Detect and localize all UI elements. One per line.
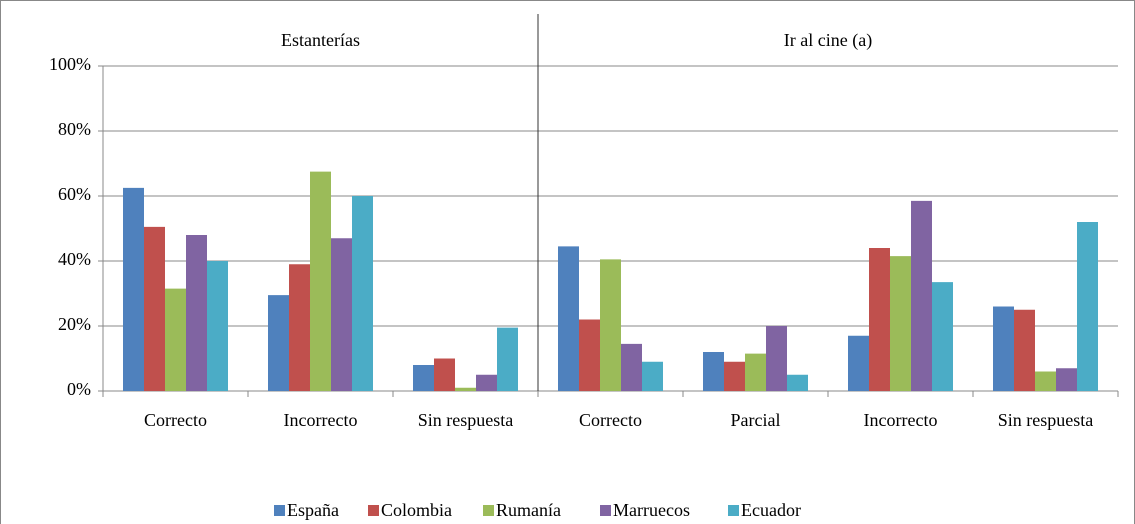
legend-label: Rumanía	[496, 500, 561, 520]
bar	[642, 361, 663, 391]
bar	[1035, 371, 1056, 391]
bar	[310, 171, 331, 391]
legend-label: Ecuador	[741, 500, 801, 520]
bar	[331, 238, 352, 391]
bar	[497, 327, 518, 391]
bar	[621, 343, 642, 391]
bar	[434, 358, 455, 391]
legend-label: España	[287, 500, 339, 520]
bar	[1077, 222, 1098, 391]
bar	[703, 352, 724, 391]
bar	[890, 256, 911, 391]
bar	[848, 335, 869, 391]
bar	[724, 361, 745, 391]
bar	[207, 261, 228, 391]
bar	[352, 196, 373, 391]
bar	[745, 353, 766, 391]
bar	[289, 264, 310, 391]
bar	[787, 374, 808, 391]
y-tick-label: 20%	[58, 314, 91, 334]
legend-swatch	[483, 505, 494, 516]
bar	[869, 248, 890, 391]
y-tick-label: 60%	[58, 184, 91, 204]
bar	[1014, 309, 1035, 391]
bar	[1056, 368, 1077, 391]
x-tick-label: Incorrecto	[864, 410, 938, 430]
bar	[123, 187, 144, 391]
x-tick-label: Sin respuesta	[418, 410, 513, 430]
bar	[600, 259, 621, 391]
x-tick-label: Correcto	[579, 410, 642, 430]
legend-swatch	[728, 505, 739, 516]
bar	[413, 365, 434, 391]
bar	[932, 282, 953, 391]
y-tick-label: 40%	[58, 249, 91, 269]
bar	[165, 288, 186, 391]
bar	[144, 226, 165, 391]
x-tick-label: Sin respuesta	[998, 410, 1093, 430]
y-tick-label: 0%	[67, 379, 91, 399]
legend-swatch	[600, 505, 611, 516]
bar	[455, 387, 476, 391]
bar	[911, 200, 932, 391]
y-tick-label: 100%	[49, 54, 91, 74]
panel-title: Ir al cine (a)	[784, 30, 872, 51]
x-tick-label: Parcial	[731, 410, 781, 430]
bar	[476, 374, 497, 391]
panel-title: Estanterías	[281, 30, 360, 50]
bar	[766, 326, 787, 391]
legend-swatch	[368, 505, 379, 516]
legend-label: Marruecos	[613, 500, 690, 520]
bar	[558, 246, 579, 391]
bar	[186, 235, 207, 391]
x-tick-label: Incorrecto	[284, 410, 358, 430]
legend-swatch	[274, 505, 285, 516]
bar	[268, 295, 289, 391]
y-tick-label: 80%	[58, 119, 91, 139]
legend-label: Colombia	[381, 500, 452, 520]
bar	[993, 306, 1014, 391]
x-tick-label: Correcto	[144, 410, 207, 430]
bar	[579, 319, 600, 391]
